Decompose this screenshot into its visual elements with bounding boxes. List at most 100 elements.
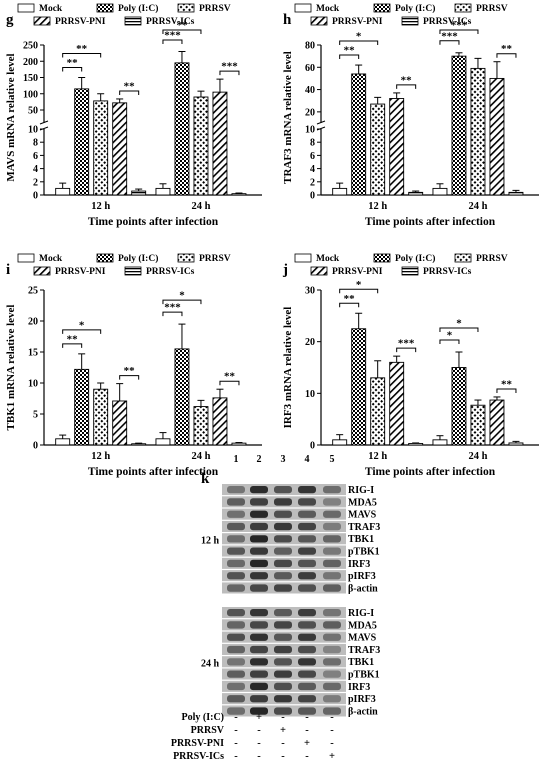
blot-band: [250, 584, 268, 592]
treatment-sign: +: [256, 712, 262, 723]
lane-number: 3: [281, 454, 286, 465]
error-bar: [493, 61, 501, 79]
blot-band: [298, 682, 316, 691]
error-bar: [512, 189, 520, 193]
bar-prrsv: [93, 100, 109, 196]
error-bar: [197, 90, 205, 97]
legend-label: Mock: [39, 254, 63, 264]
blot-band: [250, 547, 268, 555]
treatment-label: PRRSV-ICs: [173, 751, 224, 762]
significance-label: **: [501, 43, 513, 55]
x-tick-label: 12 h: [368, 451, 387, 462]
legend-swatch: [373, 3, 391, 13]
blot-band: [227, 645, 245, 654]
blot-band: [274, 633, 292, 641]
error-bar: [393, 355, 401, 363]
lane-number: 1: [234, 454, 239, 465]
protein-label: β-actin: [348, 583, 378, 594]
significance-label: **: [76, 43, 88, 55]
blot-band: [298, 633, 316, 641]
significance-label: ***: [441, 30, 458, 42]
y-tick-label: 20: [28, 317, 38, 328]
legend-swatch: [294, 253, 312, 263]
y-tick-label: 150: [23, 73, 38, 84]
chart-panel-j: j Mock Poly (I:C) PRRSV PRRSV-PNI PRRSV-ICs 0 1…: [282, 253, 539, 478]
blot-band: [274, 584, 292, 592]
bar-poly-i-c-: [351, 328, 367, 446]
error-bar: [216, 388, 224, 398]
error-bar: [135, 442, 143, 444]
error-bar: [355, 64, 363, 74]
blot-band: [227, 572, 245, 580]
significance-label: *: [447, 330, 453, 342]
legend-label: PRRSV-PNI: [332, 17, 383, 27]
bar-prrsv-pni: [112, 400, 128, 446]
legend-label: PRRSV: [476, 254, 508, 264]
blot-band: [323, 522, 341, 531]
y-tick-label: 200: [23, 57, 38, 68]
y-tick-label: 2: [310, 177, 315, 188]
blot-band: [250, 559, 268, 568]
bar-prrsv: [193, 96, 209, 196]
error-bar: [412, 190, 420, 193]
error-bar: [197, 399, 205, 407]
blot-band: [323, 559, 341, 568]
bar-prrsv-pni: [389, 361, 405, 446]
error-bar: [474, 57, 482, 69]
significance-label: **: [124, 365, 136, 377]
bar-prrsv: [470, 404, 486, 446]
significance-label: ***: [398, 338, 415, 350]
blot-band: [298, 522, 316, 531]
treatment-sign: -: [330, 725, 334, 736]
significance-label: *: [179, 290, 185, 302]
treatment-sign: -: [257, 738, 261, 749]
x-tick-label: 12 h: [91, 451, 110, 462]
legend-label: PRRSV: [199, 4, 231, 14]
significance-bracket: [339, 54, 360, 60]
protein-label: β-actin: [348, 706, 378, 717]
panel-letter: j: [282, 262, 288, 278]
protein-label: MAVS: [348, 633, 377, 644]
treatment-sign: -: [281, 751, 285, 762]
blot-band: [227, 670, 245, 678]
error-bar: [216, 78, 224, 93]
significance-bracket: [439, 29, 479, 34]
legend-label: PRRSV-PNI: [55, 267, 106, 277]
significance-label: **: [124, 80, 136, 92]
bar-mock: [432, 187, 448, 196]
legend-label: PRRSV-ICs: [423, 17, 472, 27]
chart-panel-i: i Mock Poly (I:C) PRRSV PRRSV-PNI PRRSV-ICs 0 5…: [5, 253, 262, 478]
significance-label: *: [79, 319, 85, 331]
error-bar: [235, 192, 243, 194]
significance-bracket: [62, 343, 83, 348]
y-tick-label: 50: [28, 106, 38, 117]
y-tick-label: 80: [305, 41, 315, 52]
blot-band: [323, 547, 341, 555]
bar-prrsv-ics: [131, 443, 147, 446]
significance-bracket: [396, 347, 417, 353]
protein-label: MDA5: [348, 497, 377, 508]
error-bar: [374, 360, 382, 378]
significance-bracket: [162, 299, 202, 305]
significance-bracket: [496, 388, 517, 393]
legend-swatch: [177, 253, 195, 263]
blot-band: [323, 584, 341, 592]
legend: Mock Poly (I:C) PRRSV PRRSV-PNI PRRSV-ICs: [294, 3, 508, 27]
bar-prrsv-ics: [408, 191, 424, 196]
bar-prrsv-pni: [389, 98, 405, 196]
blot-band: [274, 621, 292, 629]
blot-band: [298, 707, 316, 715]
significance-label: **: [67, 57, 79, 69]
significance-label: **: [67, 333, 79, 345]
error-bar: [355, 312, 363, 329]
protein-label: TBK1: [348, 534, 374, 545]
significance-bracket: [62, 67, 83, 72]
significance-label: **: [344, 293, 356, 305]
significance-annotations: **************: [62, 20, 240, 95]
legend: Mock Poly (I:C) PRRSV PRRSV-PNI PRRSV-ICs: [17, 3, 231, 27]
bar-prrsv-pni: [489, 77, 505, 196]
blot-band: [298, 609, 316, 617]
legend-label: PRRSV: [476, 4, 508, 14]
